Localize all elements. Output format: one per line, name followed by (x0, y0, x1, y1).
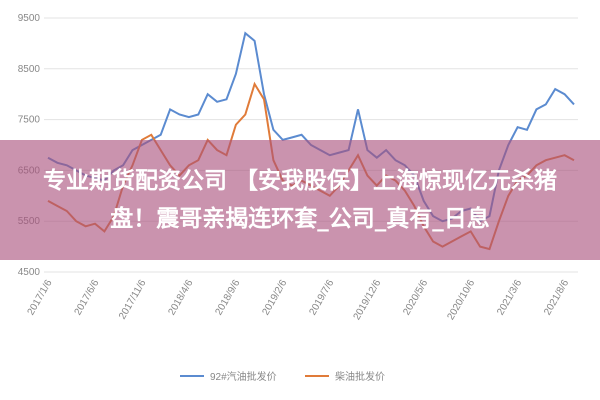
y-tick-label: 8500 (18, 64, 41, 75)
legend-label: 92#汽油批发价 (210, 370, 277, 383)
legend-label: 柴油批发价 (335, 370, 385, 383)
overlay-line: 专业期货配资公司 【安我股保】上海惊现亿元杀猪 (42, 168, 557, 194)
y-tick-label: 7500 (18, 115, 41, 126)
x-tick-label: 2020/10/6 (446, 278, 478, 322)
x-tick-label: 2017/11/6 (117, 278, 149, 322)
x-tick-label: 2021/8/6 (542, 278, 571, 318)
overlay-line: 盘！震哥亲揭连环套_公司_真有_日息 (110, 206, 490, 232)
x-tick-label: 2017/6/6 (73, 278, 102, 318)
x-tick-label: 2020/5/6 (401, 278, 430, 318)
x-tick-label: 2019/7/6 (307, 278, 336, 318)
x-tick-label: 2019/2/6 (260, 278, 289, 318)
x-tick-label: 2018/9/6 (213, 278, 242, 318)
y-tick-label: 4500 (18, 267, 41, 278)
overlay-banner: 专业期货配资公司 【安我股保】上海惊现亿元杀猪 盘！震哥亲揭连环套_公司_真有_… (0, 140, 600, 260)
y-tick-label: 9500 (18, 13, 41, 24)
x-tick-label: 2017/1/6 (26, 278, 55, 318)
x-tick-label: 2021/3/6 (495, 278, 524, 318)
x-tick-label: 2019/12/6 (352, 278, 384, 322)
x-tick-label: 2018/4/6 (166, 278, 195, 318)
